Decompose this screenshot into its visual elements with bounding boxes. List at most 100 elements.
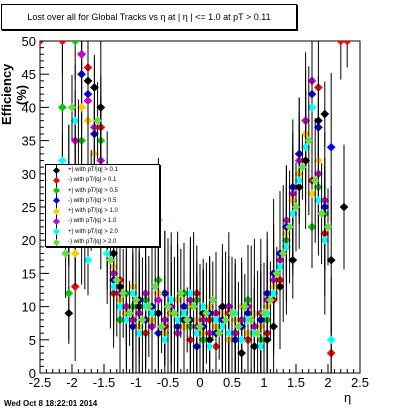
data-point [240, 302, 250, 311]
legend-marker [52, 176, 61, 184]
data-point [285, 222, 294, 232]
data-point [125, 308, 134, 318]
data-point [304, 136, 314, 145]
data-point [211, 315, 221, 325]
data-point [336, 41, 346, 46]
legend-item: -) with pT/|q| > 0.5 [46, 195, 159, 207]
y-tick-label: 15 [22, 266, 36, 281]
data-point [64, 289, 74, 298]
legend-label: -) with pT/|q| > 0.1 [68, 177, 117, 184]
data-point [102, 249, 112, 258]
y-tick-label: 35 [22, 134, 36, 149]
data-point [109, 282, 118, 291]
data-point [224, 328, 234, 338]
legend-item: +) with pT/|q| > 1.0 [46, 206, 159, 217]
data-point [106, 255, 115, 265]
data-point [70, 116, 80, 125]
data-point [278, 249, 288, 258]
data-point [170, 308, 179, 318]
legend: +) with pT/|q| > 0.1 -) with pT/|q| > 0.1… [45, 164, 160, 248]
data-point [154, 295, 163, 305]
y-axis-label: Efficiency (%) [0, 63, 29, 125]
data-point [326, 255, 336, 265]
data-point [58, 103, 67, 112]
data-point [58, 156, 67, 165]
data-point [317, 209, 326, 218]
data-point [208, 295, 218, 305]
data-point [173, 315, 182, 325]
legend-item: +) with pT/|q| > 0.1 [46, 165, 159, 176]
legend-label: -) with pT/|q| > 1.0 [68, 218, 117, 225]
x-axis-label: η [344, 390, 352, 405]
data-point [179, 308, 189, 318]
legend-item: +) with pT/|q| > 0.5 [46, 185, 159, 196]
y-tick-label: 30 [22, 167, 36, 182]
x-tick-label: 1.5 [287, 375, 305, 390]
data-point [61, 249, 70, 258]
data-point [176, 289, 186, 298]
data-point [326, 335, 336, 345]
data-point [282, 242, 291, 252]
data-point [93, 116, 102, 125]
y-tick-label: 20 [22, 233, 36, 248]
data-point [237, 335, 246, 345]
data-point [147, 308, 157, 318]
data-point [112, 275, 122, 285]
data-point [320, 109, 330, 119]
data-point [202, 308, 211, 318]
data-point [320, 235, 330, 245]
y-tick-label: 5 [29, 333, 36, 348]
x-tick-label: -0.5 [157, 375, 179, 390]
data-point [157, 322, 166, 331]
data-point [339, 202, 349, 212]
data-point [221, 315, 230, 325]
data-point [198, 302, 208, 311]
data-point [58, 41, 67, 46]
chart-title: Lost over all for Global Tracks vs η at … [1, 4, 297, 30]
legend-label: -) with pT/|q| > 2.0 [68, 239, 117, 246]
data-point [205, 342, 214, 351]
legend-marker [52, 217, 61, 226]
data-point [259, 308, 269, 318]
data-point [275, 262, 285, 272]
data-point [70, 249, 80, 258]
data-point [134, 328, 144, 338]
data-point [144, 302, 154, 311]
data-point [256, 342, 266, 351]
data-point [288, 209, 298, 218]
legend-label: +) with pT/|q| > 0.1 [68, 167, 118, 173]
data-point [291, 202, 301, 212]
legend-label: +) with pT/|q| > 2.0 [68, 228, 118, 235]
y-tick-label: 25 [22, 200, 36, 215]
data-point [246, 315, 256, 325]
data-point [160, 335, 170, 345]
x-tick-label: 1 [260, 375, 267, 390]
data-point [266, 295, 275, 305]
legend-label: +) with pT/|q| > 1.0 [68, 208, 118, 215]
data-point [166, 295, 176, 305]
data-point [298, 162, 307, 172]
data-point [234, 322, 243, 331]
y-tick-label: 50 [22, 34, 36, 49]
data-point [182, 315, 192, 325]
data-point [150, 282, 160, 291]
legend-label: +) with pT/|q| > 0.5 [68, 187, 118, 194]
x-tick-label: -1.5 [93, 375, 115, 390]
x-tick-label: -1 [130, 375, 142, 390]
data-point [118, 289, 128, 298]
legend-label: -) with pT/|q| > 0.5 [68, 197, 117, 204]
data-point [40, 41, 45, 46]
data-point [163, 302, 173, 311]
data-point [128, 289, 138, 298]
data-point [314, 196, 323, 205]
axes: -2.5 -2 -1.5 -1 -0.5 0 0.5 1 1.5 2 2.5 0 5 10 15 20 25 30… [22, 34, 370, 390]
data-point [192, 328, 202, 338]
data-point [310, 176, 320, 185]
y-tick-label: 0 [29, 366, 36, 381]
data-point [214, 328, 224, 338]
data-point [326, 142, 336, 152]
y-tick-label: 40 [22, 100, 36, 115]
data-point [218, 322, 227, 331]
x-tick-label: 2.5 [351, 375, 369, 390]
legend-item: +) with pT/|q| > 2.0 [46, 226, 159, 238]
